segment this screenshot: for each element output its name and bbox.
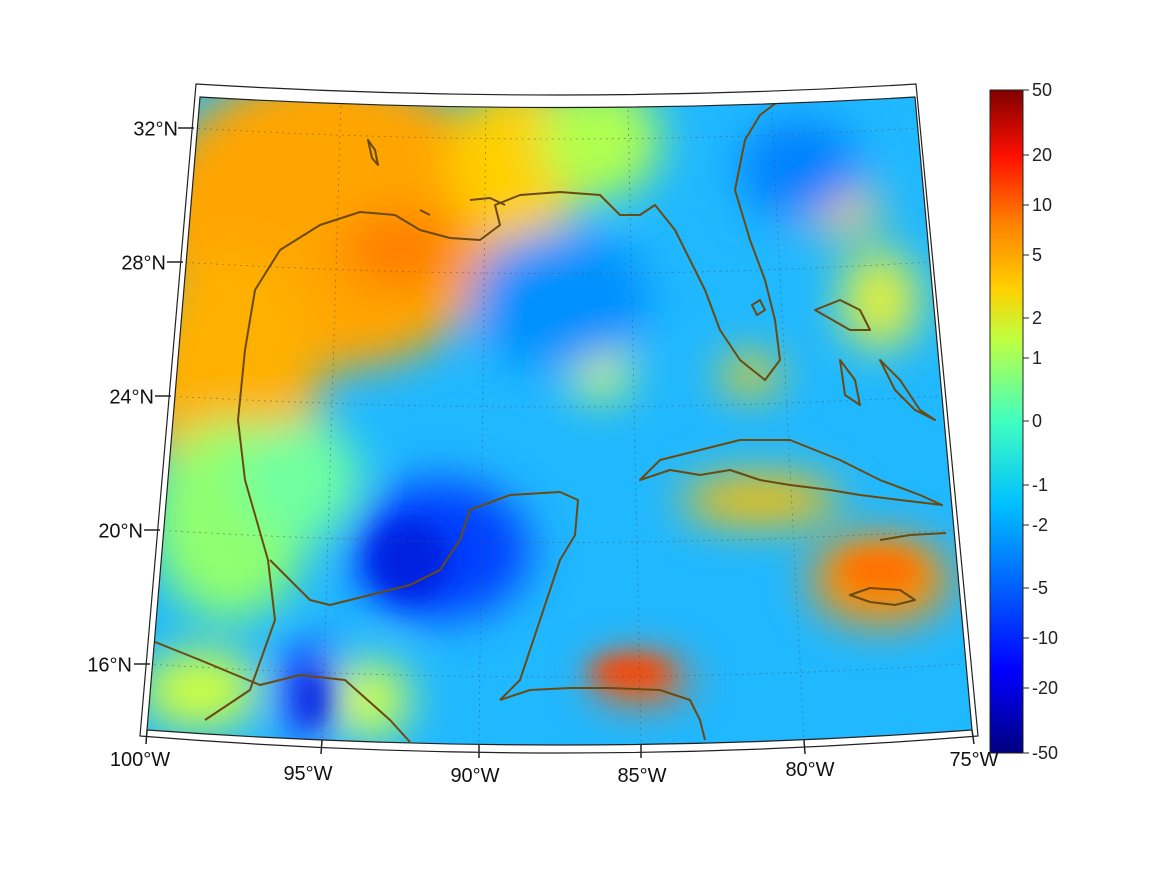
field-dark-blue-core-2 [298,670,326,730]
colorbar-ramp [989,89,1024,754]
field-red-core [590,658,670,686]
colorbar-ticks [1023,89,1029,754]
lat-label-20: 20°N [98,520,143,542]
colorbar-label-50: 50 [1032,80,1052,100]
colorbar-label-neg20: -20 [1032,678,1058,698]
colorbar-label-neg5: -5 [1032,578,1048,598]
lat-label-32: 32°N [133,118,178,140]
field-cuba-south-yellow [680,475,840,525]
lat-label-16: 16°N [87,654,132,676]
coast-cuba [639,439,943,506]
field-louisiana-hot [340,210,460,290]
colorbar-label-neg10: -10 [1032,628,1058,648]
lat-label-28: 28°N [121,252,166,274]
field-georgia-green [540,97,660,200]
map-frame-inner [146,96,973,746]
coast-hispaniola [879,532,947,541]
field-dark-blue-core [370,520,450,600]
coast-lake-okeechobee [751,299,766,316]
colorbar-label-0: 0 [1032,411,1042,431]
field-bahamas-yellow [840,250,920,350]
data-field [147,97,972,745]
lon-label-85: 85°W [617,765,666,787]
field-keys-yellow [720,355,780,395]
lon-label-75: 75°W [949,749,998,771]
colorbar-label-5: 5 [1032,245,1042,265]
colorbar: 50 20 10 5 2 1 0 -1 -2 -5 -10 -20 -50 [989,80,1058,763]
coast-pacific [149,639,411,743]
lat-axis [134,127,194,665]
lon-tick-labels: 100°W 95°W 90°W 85°W 80°W 75°W [110,749,999,787]
coast-islands-west [367,139,506,216]
colorbar-label-1: 1 [1032,348,1042,368]
field-atlantic-blue [740,120,860,220]
colorbar-label-20: 20 [1032,145,1052,165]
coast-gulf-north [204,99,781,721]
map-frame-outer [139,83,979,754]
lon-label-80: 80°W [785,759,834,781]
lon-axis [145,729,975,758]
field-jamaica-core [840,550,920,590]
coast-mexico-gulf [269,491,579,701]
colorbar-label-neg2: -2 [1032,515,1048,535]
coastline [149,99,947,743]
colorbar-label-2: 2 [1032,308,1042,328]
field-gulf-blue [470,230,650,370]
coast-central-america [499,687,706,741]
coast-jamaica [849,587,916,606]
lon-label-95: 95°W [283,763,332,785]
colorbar-label-10: 10 [1032,195,1052,215]
lon-label-90: 90°W [450,765,499,787]
colorbar-label-neg1: -1 [1032,475,1048,495]
lon-label-100: 100°W [110,749,170,771]
field-sw-yellow [147,650,260,730]
colorbar-label-neg50: -50 [1032,743,1058,763]
lat-tick-labels: 32°N 28°N 24°N 20°N 16°N [87,118,178,676]
field-gulf-west-green [240,420,360,540]
lat-label-24: 24°N [109,386,154,408]
coast-bahamas [814,299,936,421]
